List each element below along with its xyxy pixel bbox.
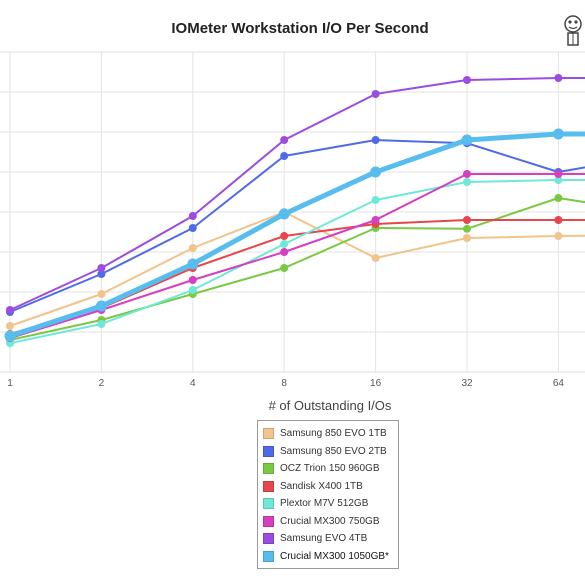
legend-item[interactable]: Samsung EVO 4TB bbox=[258, 530, 398, 548]
data-point bbox=[278, 208, 290, 220]
legend-swatch bbox=[263, 480, 274, 492]
legend-label: OCZ Trion 150 960GB bbox=[280, 463, 380, 475]
legend-item[interactable]: Crucial MX300 1050GB* bbox=[258, 548, 398, 566]
series-crucial-mx300-1050gb bbox=[4, 128, 585, 342]
data-point bbox=[554, 232, 563, 240]
data-point bbox=[95, 300, 107, 312]
data-point bbox=[188, 212, 197, 220]
data-point bbox=[280, 264, 289, 272]
data-point bbox=[461, 134, 473, 146]
x-axis-ticks: 1 2 4 8 16 32 64 bbox=[7, 378, 564, 389]
legend-item[interactable]: Crucial MX300 750GB bbox=[258, 513, 398, 531]
data-point bbox=[370, 166, 382, 178]
data-point bbox=[371, 90, 380, 98]
legend-label: Plextor M7V 512GB bbox=[280, 498, 369, 510]
x-tick-label: 16 bbox=[370, 378, 382, 389]
data-point bbox=[371, 216, 380, 224]
series-line bbox=[9, 139, 585, 313]
data-point bbox=[463, 234, 471, 242]
data-point bbox=[6, 306, 14, 314]
data-point bbox=[97, 290, 106, 298]
series-ocz-trion-150-960gb bbox=[6, 194, 585, 344]
legend-item[interactable]: Samsung 850 EVO 1TB bbox=[258, 425, 398, 443]
series-crucial-mx300-750gb bbox=[6, 170, 585, 342]
series-samsung-evo-4tb bbox=[6, 74, 585, 314]
x-axis-label: # of Outstanding I/Os bbox=[269, 398, 392, 413]
data-point bbox=[463, 224, 471, 233]
data-point bbox=[280, 248, 289, 256]
data-point bbox=[97, 270, 106, 278]
data-point bbox=[463, 76, 471, 84]
data-point bbox=[97, 264, 106, 272]
data-point bbox=[280, 152, 289, 160]
legend-label: Samsung EVO 4TB bbox=[280, 533, 368, 545]
legend-label: Samsung 850 EVO 1TB bbox=[280, 428, 387, 440]
x-tick-label: 32 bbox=[461, 378, 473, 389]
series-samsung-850-evo-2tb bbox=[6, 136, 585, 316]
x-tick-label: 1 bbox=[7, 378, 13, 389]
data-point bbox=[188, 244, 197, 252]
series-layer bbox=[4, 74, 585, 348]
data-point bbox=[463, 178, 471, 186]
data-point bbox=[371, 196, 380, 204]
data-point bbox=[188, 286, 197, 294]
data-point bbox=[554, 176, 563, 184]
legend-swatch bbox=[263, 550, 274, 562]
mascot-logo-icon bbox=[561, 12, 585, 48]
legend-swatch bbox=[263, 463, 274, 475]
data-point bbox=[552, 128, 564, 140]
data-point bbox=[4, 330, 16, 342]
legend-swatch bbox=[263, 533, 274, 545]
data-point bbox=[187, 258, 199, 270]
legend-item[interactable]: Sandisk X400 1TB bbox=[258, 478, 398, 496]
series-line bbox=[9, 131, 585, 339]
data-point bbox=[188, 224, 197, 232]
x-tick-label: 2 bbox=[99, 378, 105, 389]
data-point bbox=[280, 136, 289, 144]
data-point bbox=[6, 322, 14, 330]
legend-swatch bbox=[263, 445, 274, 457]
legend-swatch bbox=[263, 515, 274, 527]
data-point bbox=[280, 240, 289, 248]
chart-title: IOMeter Workstation I/O Per Second bbox=[171, 20, 428, 37]
legend: Samsung 850 EVO 1TB Samsung 850 EVO 2TB OC… bbox=[257, 420, 399, 569]
legend-label: Crucial MX300 1050GB* bbox=[280, 550, 389, 562]
data-point bbox=[463, 170, 471, 178]
data-point bbox=[554, 74, 563, 82]
data-point bbox=[97, 320, 106, 328]
data-point bbox=[371, 254, 380, 262]
legend-item[interactable]: OCZ Trion 150 960GB bbox=[258, 460, 398, 478]
legend-label: Sandisk X400 1TB bbox=[280, 480, 363, 492]
data-point bbox=[463, 216, 471, 224]
x-tick-label: 64 bbox=[553, 378, 565, 389]
x-tick-label: 8 bbox=[281, 378, 287, 389]
series-line bbox=[9, 179, 585, 345]
data-point bbox=[371, 136, 380, 144]
data-point bbox=[554, 170, 563, 178]
legend-swatch bbox=[263, 498, 274, 510]
data-point bbox=[554, 216, 563, 224]
series-line bbox=[9, 173, 585, 339]
series-line bbox=[9, 197, 585, 341]
legend-swatch bbox=[263, 428, 274, 440]
data-point bbox=[280, 232, 289, 240]
legend-label: Samsung 850 EVO 2TB bbox=[280, 445, 387, 457]
series-line bbox=[9, 77, 585, 311]
legend-item[interactable]: Plextor M7V 512GB bbox=[258, 495, 398, 513]
legend-item[interactable]: Samsung 850 EVO 2TB bbox=[258, 443, 398, 461]
data-point bbox=[188, 276, 197, 284]
legend-label: Crucial MX300 750GB bbox=[280, 515, 380, 527]
data-point bbox=[554, 194, 563, 202]
x-tick-label: 4 bbox=[190, 378, 196, 389]
